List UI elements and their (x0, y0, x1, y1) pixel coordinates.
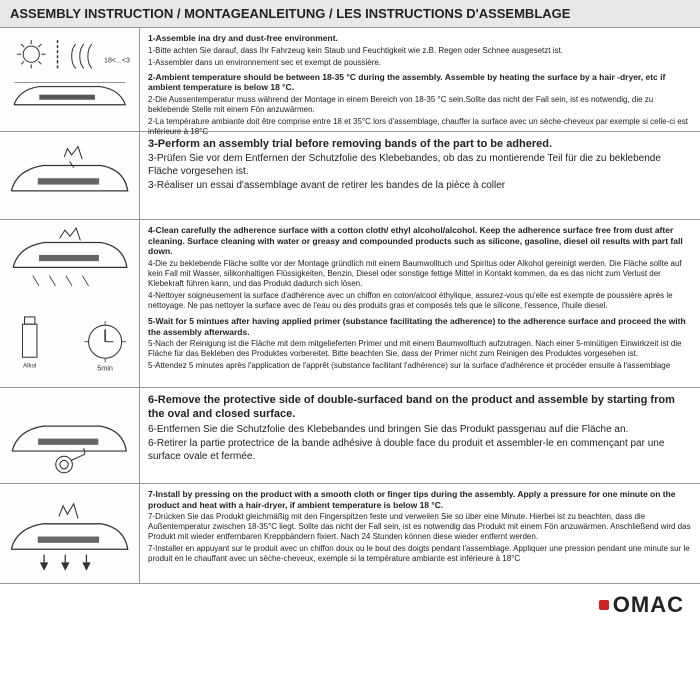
step-7: 7-Install by pressing on the product wit… (0, 484, 700, 584)
sun-car-icon: 18<...<35 C (9, 34, 130, 125)
step-3-image (0, 132, 140, 219)
step-3-text: 3-Perform an assembly trial before remov… (140, 132, 700, 219)
s5-fr: 5-Attendez 5 minutes après l'application… (148, 361, 692, 371)
step-6-image (0, 388, 140, 483)
step-6-text: 6-Remove the protective side of double-s… (140, 388, 700, 483)
s4-de: 4-Die zu beklebende Fläche sollte vor de… (148, 259, 692, 289)
s3-de: 3-Prüfen Sie vor dem Entfernen der Schut… (148, 153, 692, 178)
temp-label: 18<...<35 C (104, 57, 130, 64)
logo-text: OMAC (613, 592, 684, 618)
footer: OMAC (0, 584, 700, 622)
s7-en: 7-Install by pressing on the product wit… (148, 489, 692, 510)
s1-de: 1-Bitte achten Sie darauf, dass Ihr Fahr… (148, 46, 692, 56)
header-title: ASSEMBLY INSTRUCTION / MONTAGEANLEITUNG … (0, 0, 700, 28)
s3-en: 3-Perform an assembly trial before remov… (148, 137, 692, 151)
s3-fr: 3-Réaliser un essai d'assemblage avant d… (148, 180, 692, 193)
s5-en: 5-Wait for 5 mintues after having applie… (148, 316, 692, 337)
s6-fr: 6-Retirer la partie protectrice de la ba… (148, 438, 692, 463)
alkol-label: Alkol (22, 363, 35, 370)
step-7-text: 7-Install by pressing on the product wit… (140, 484, 700, 583)
step-4-5: Alkol 5min 4-Clean carefully the adheren… (0, 220, 700, 388)
remove-tape-icon (7, 394, 132, 477)
s4-en: 4-Clean carefully the adherence surface … (148, 225, 692, 257)
s6-en: 6-Remove the protective side of double-s… (148, 393, 692, 422)
clean-primer-icon: Alkol 5min (8, 226, 132, 381)
s7-fr: 7-Installer en appuyant sur le produit a… (148, 544, 692, 564)
step-4-5-text: 4-Clean carefully the adherence surface … (140, 220, 700, 387)
s5-de: 5-Nach der Reinigung ist die Fläche mit … (148, 339, 692, 359)
s7-de: 7-Drücken Sie das Produkt gleichmäßig mi… (148, 512, 692, 542)
s1-fr: 1-Assembler dans un environnement sec et… (148, 58, 692, 68)
step-1-2: 18<...<35 C 1-Assemble ina dry and dust-… (0, 28, 700, 132)
s1-en: 1-Assemble ina dry and dust-free environ… (148, 33, 692, 44)
s2-de: 2-Die Aussentemperatur muss während der … (148, 95, 692, 115)
step-3: 3-Perform an assembly trial before remov… (0, 132, 700, 220)
step-1-2-image: 18<...<35 C (0, 28, 140, 131)
timer-label: 5min (97, 364, 113, 373)
step-4-5-image: Alkol 5min (0, 220, 140, 387)
step-1-2-text: 1-Assemble ina dry and dust-free environ… (140, 28, 700, 131)
step-7-image (0, 484, 140, 583)
brand-logo: OMAC (599, 592, 684, 618)
press-install-icon (6, 491, 133, 576)
s4-fr: 4-Nettoyer soigneusement la surface d'ad… (148, 291, 692, 311)
logo-dot-icon (599, 600, 609, 610)
s6-de: 6-Entfernen Sie die Schutzfolie des Kleb… (148, 424, 692, 437)
trial-fit-icon (6, 138, 133, 212)
step-6: 6-Remove the protective side of double-s… (0, 388, 700, 484)
s2-en: 2-Ambient temperature should be between … (148, 72, 692, 93)
